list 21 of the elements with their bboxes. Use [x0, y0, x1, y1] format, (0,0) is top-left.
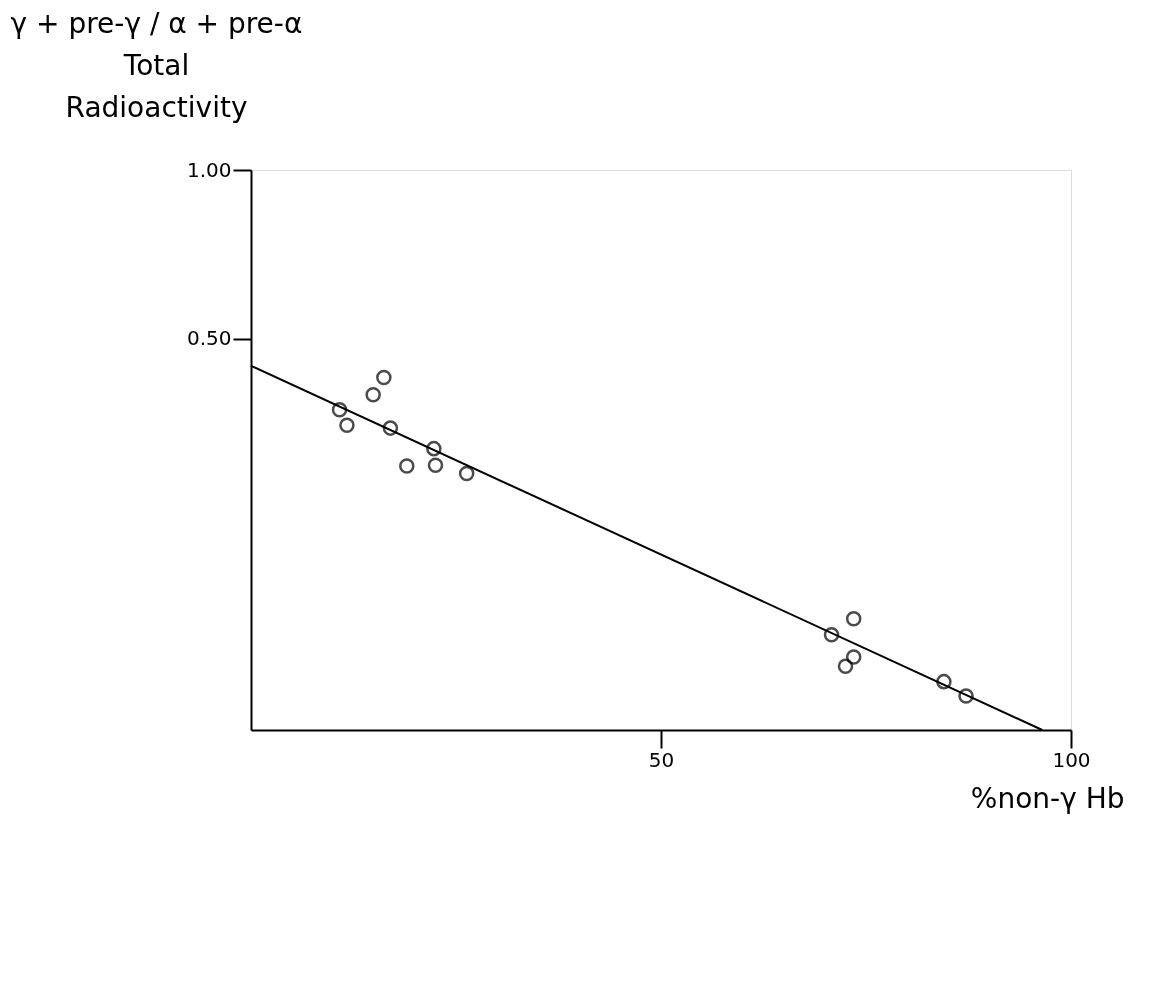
point [365, 386, 381, 403]
y-axis-title: γ + pre-γ / α + pre-α Total Radioactivity [10, 6, 303, 124]
point [936, 673, 952, 690]
point [845, 649, 862, 665]
y-tick-label: 0.50 [186, 326, 232, 351]
x-tick-label: 100 [1052, 747, 1091, 772]
y-tick-label: 1.00 [186, 157, 232, 182]
x-tick-label: 50 [648, 747, 675, 772]
point [837, 658, 854, 674]
point [823, 626, 840, 643]
point [958, 688, 974, 704]
x-axis-title: %non-γ Hb [970, 781, 1125, 815]
point [399, 458, 415, 474]
point [376, 369, 392, 386]
point [458, 465, 475, 482]
point [339, 417, 355, 434]
point [331, 402, 348, 418]
point [427, 457, 444, 474]
point [845, 611, 862, 627]
point [382, 420, 399, 436]
point [426, 440, 442, 457]
